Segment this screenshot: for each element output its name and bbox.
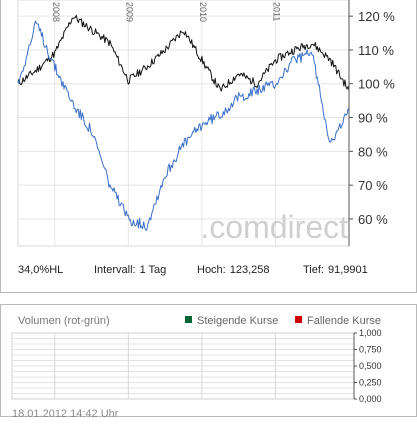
y-tick-label: 100 % — [358, 77, 395, 92]
legend-rising-label: Steigende Kurse — [197, 315, 279, 327]
legend-falling-label: Fallende Kurse — [307, 315, 381, 327]
high-info: Hoch: 123,258 — [197, 264, 270, 276]
volume-title: Volumen (rot-grün) — [18, 315, 110, 327]
series-line-blue — [17, 20, 350, 231]
y-tick-label: 80 % — [358, 144, 388, 159]
interval-label: Intervall: — [94, 264, 136, 276]
legend-falling-swatch — [295, 316, 302, 323]
low-value: 91,9901 — [328, 264, 368, 276]
volume-y-tick-label: 1,000 — [359, 328, 382, 338]
volume-y-tick-label: 0,500 — [359, 361, 382, 371]
x-tick-label: 2010 — [198, 2, 208, 22]
price-chart-panel: .comdirect 60 % 70 % 80 % 90 % 100 % 110 % 120… — [0, 0, 417, 293]
series-line-black — [17, 14, 350, 92]
volume-chart-panel: Volumen (rot-grün) Steigende Kurse Falle… — [0, 304, 417, 417]
x-tick-label: 2011 — [271, 2, 281, 21]
interval-info: Intervall: 1 Tag — [94, 264, 166, 276]
y-tick-label: 120 % — [358, 9, 395, 24]
high-value: 123,258 — [229, 264, 270, 276]
y-tick-label: 60 % — [358, 212, 388, 227]
price-chart: .comdirect 60 % 70 % 80 % 90 % 100 % 110 % 120… — [17, 0, 395, 247]
legend-falling: Fallende Kurse — [295, 315, 381, 327]
low-info: Tief: 91,9901 — [303, 264, 368, 276]
volume-chart: 0,000 0,250 0,500 0,750 1,000 — [11, 328, 382, 404]
volume-y-tick-label: 0,750 — [359, 345, 382, 355]
legend-rising: Steigende Kurse — [185, 315, 278, 327]
x-tick-label: 2008 — [51, 2, 61, 22]
x-tick-label: 2009 — [124, 2, 134, 22]
high-label: Hoch: — [197, 264, 226, 276]
y-tick-label: 90 % — [358, 111, 388, 126]
y-tick-label: 70 % — [358, 178, 388, 193]
timestamp: 18.01.2012 14:42 Uhr — [12, 408, 119, 420]
interval-value: 1 Tag — [139, 264, 167, 276]
volume-y-tick-label: 0,000 — [359, 394, 382, 404]
low-label: Tief: — [303, 264, 324, 276]
y-tick-label: 110 % — [358, 43, 394, 58]
range-value: 34,0%HL — [18, 264, 64, 276]
legend-rising-swatch — [185, 316, 192, 323]
volume-y-tick-label: 0,250 — [359, 378, 382, 388]
watermark: .comdirect — [200, 209, 348, 245]
